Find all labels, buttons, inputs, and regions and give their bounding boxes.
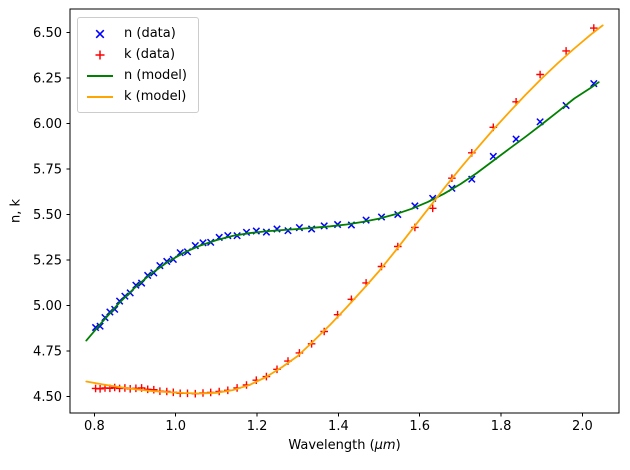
- y-tick-label: 5.75: [33, 163, 62, 178]
- orange-line-icon: [87, 95, 113, 98]
- y-tick-label: 4.50: [33, 390, 62, 405]
- legend-item-k-data: k (data): [85, 44, 187, 65]
- y-tick-label: 6.00: [33, 117, 62, 132]
- series-k--model-: [85, 24, 604, 395]
- x-tick-label: 1.4: [328, 419, 349, 434]
- y-tick-label: 4.75: [33, 345, 62, 360]
- x-tick-label: 0.8: [84, 419, 105, 434]
- y-tick-label: 5.50: [33, 208, 62, 223]
- legend-label-n-data: n (data): [124, 26, 176, 41]
- legend-item-n-model: n (model): [85, 65, 187, 86]
- x-axis-label: Wavelength (μm): [70, 438, 619, 453]
- y-axis-label: n, k: [9, 199, 24, 223]
- x-axis-label-suffix: ): [395, 438, 401, 453]
- x-axis-label-prefix: Wavelength (: [288, 438, 375, 453]
- legend-item-n-data: n (data): [85, 23, 187, 44]
- plot-series: [85, 24, 604, 398]
- x-marker-icon: [95, 29, 105, 38]
- green-line-icon: [87, 74, 113, 77]
- y-tick-label: 6.50: [33, 26, 62, 41]
- x-axis-label-unit: μm: [374, 438, 396, 453]
- x-tick-label: 1.8: [491, 419, 512, 434]
- x-axis: 0.8 1.0 1.2 1.4 1.6 1.8 2.0: [84, 413, 593, 434]
- y-tick-label: 5.00: [33, 299, 62, 314]
- plot-border: [69, 8, 620, 414]
- y-tick-label: 6.25: [33, 72, 62, 87]
- x-tick-label: 1.2: [247, 419, 268, 434]
- series-n--model-: [85, 81, 600, 342]
- plus-marker-icon: [95, 50, 105, 59]
- legend-label-n-model: n (model): [124, 68, 187, 83]
- y-tick-label: 5.25: [33, 254, 62, 269]
- x-tick-label: 1.6: [409, 419, 430, 434]
- legend-label-k-data: k (data): [124, 47, 176, 62]
- x-tick-label: 1.0: [165, 419, 186, 434]
- legend: n (data) k (data) n (model) k (model): [77, 17, 199, 113]
- x-tick-label: 2.0: [572, 419, 593, 434]
- legend-item-k-model: k (model): [85, 86, 187, 107]
- legend-label-k-model: k (model): [124, 89, 187, 104]
- y-axis-label-text: n, k: [8, 198, 24, 224]
- y-axis: 4.50 4.75 5.00 5.25 5.50 5.75 6.00 6.25 6.50: [33, 26, 70, 405]
